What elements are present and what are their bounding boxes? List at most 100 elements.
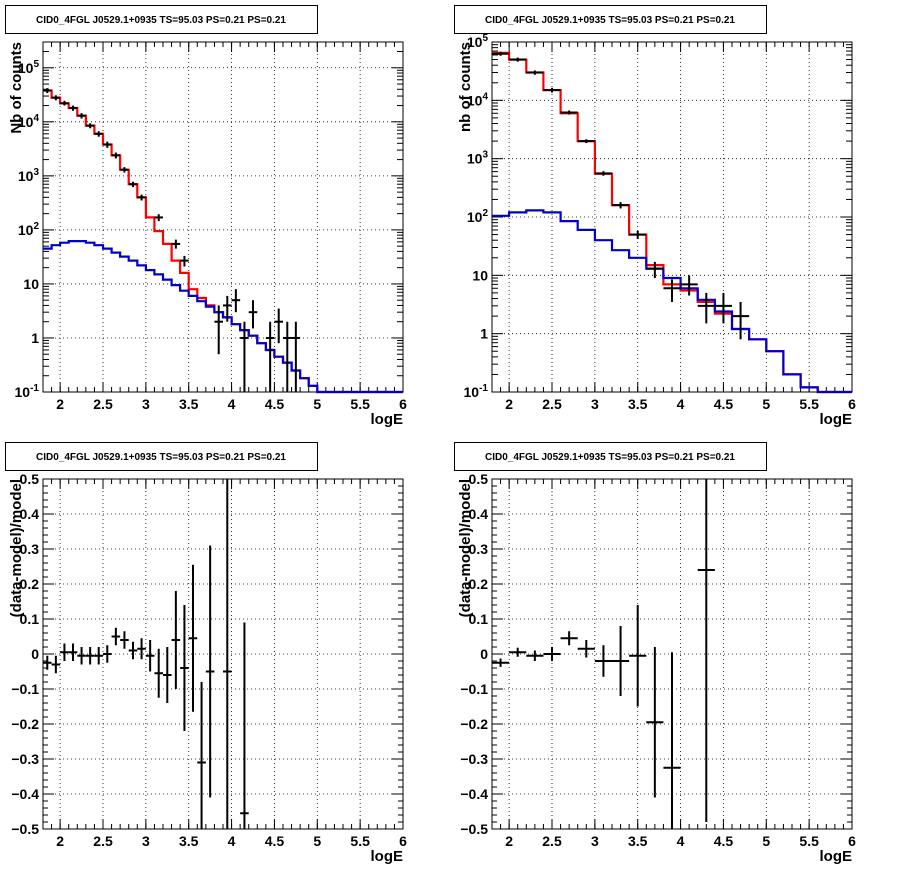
residual-panel-left: CID0_4FGL J0529.1+0935 TS=95.03 PS=0.21 … <box>0 437 449 874</box>
data-point <box>283 321 292 392</box>
data-point <box>180 255 189 267</box>
model-background-line <box>492 209 852 394</box>
data-point <box>77 647 86 665</box>
data-point <box>128 181 138 188</box>
data-point <box>51 95 61 101</box>
data-point <box>111 152 121 159</box>
x-tick-label: 6 <box>848 396 856 412</box>
y-tick-label: 103 <box>18 167 40 184</box>
y-tick-label: 0.5 <box>20 471 40 487</box>
x-tick-label: 5 <box>313 833 321 849</box>
data-point <box>509 57 527 62</box>
chart-title: CID0_4FGL J0529.1+0935 TS=95.03 PS=0.21 … <box>485 452 735 463</box>
x-axis-label: logE <box>820 848 853 865</box>
y-tick-label: −0.4 <box>11 786 39 802</box>
y-tick-label: −0.2 <box>460 716 488 732</box>
data-point <box>85 123 95 129</box>
y-tick-label: −0.5 <box>11 821 39 837</box>
model-background-line <box>43 240 403 394</box>
x-tick-label: 6 <box>848 833 856 849</box>
chart-svg: CID0_4FGL J0529.1+0935 TS=95.03 PS=0.21 … <box>5 442 407 865</box>
y-tick-label: −0.4 <box>460 786 488 802</box>
data-point <box>171 239 181 249</box>
y-tick-label: 10 <box>472 267 488 283</box>
x-tick-label: 3.5 <box>179 396 199 412</box>
y-tick-label: 10-1 <box>15 383 40 400</box>
data-point <box>646 647 664 798</box>
data-point <box>111 627 121 646</box>
data-point <box>43 88 52 94</box>
data-point <box>43 655 52 670</box>
data-point <box>154 648 163 698</box>
data-point <box>543 647 561 661</box>
data-point <box>85 647 95 665</box>
y-tick-label: 0.1 <box>20 611 40 627</box>
x-tick-label: 5 <box>762 833 770 849</box>
x-tick-label: 4.5 <box>714 396 734 412</box>
x-tick-label: 2 <box>56 396 64 412</box>
y-tick-label: 0 <box>31 646 39 662</box>
y-tick-label: 0.2 <box>469 576 489 592</box>
x-tick-label: 2 <box>505 396 513 412</box>
y-tick-label: 102 <box>467 208 489 225</box>
title-box <box>5 442 318 471</box>
data-point <box>560 110 578 115</box>
title-box <box>454 5 767 34</box>
data-point <box>137 638 146 660</box>
x-tick-label: 4 <box>228 833 236 849</box>
data-point <box>137 194 146 201</box>
data-point <box>663 652 681 829</box>
y-axis-label: Nb of counts <box>8 42 25 134</box>
residual-panel-right: CID0_4FGL J0529.1+0935 TS=95.03 PS=0.21 … <box>449 437 898 874</box>
data-point <box>612 202 630 209</box>
data-point <box>492 51 510 56</box>
x-tick-label: 3 <box>142 833 150 849</box>
y-tick-label: 102 <box>18 221 40 238</box>
x-tick-label: 4 <box>677 833 685 849</box>
y-tick-label: 0.4 <box>20 506 40 522</box>
data-point <box>629 605 647 707</box>
x-tick-label: 6 <box>399 833 407 849</box>
data-point <box>577 139 595 144</box>
x-tick-label: 3 <box>591 833 599 849</box>
data-point <box>197 682 206 829</box>
x-tick-label: 4.5 <box>265 833 285 849</box>
y-tick-label: −0.5 <box>460 821 488 837</box>
data-point <box>732 301 750 340</box>
title-box <box>5 5 318 34</box>
data-point <box>663 279 681 302</box>
data-point <box>612 626 630 696</box>
data-point <box>492 658 510 667</box>
x-tick-label: 5.5 <box>799 833 819 849</box>
y-tick-label: −0.3 <box>460 751 488 767</box>
data-point <box>68 105 78 111</box>
y-tick-label: −0.2 <box>11 716 39 732</box>
x-tick-label: 5.5 <box>799 396 819 412</box>
data-point <box>68 643 78 661</box>
chart-title: CID0_4FGL J0529.1+0935 TS=95.03 PS=0.21 … <box>36 452 286 463</box>
data-point <box>629 230 647 239</box>
data-point <box>223 295 232 322</box>
data-point <box>163 647 172 703</box>
x-tick-label: 6 <box>399 396 407 412</box>
y-tick-label: 1 <box>31 330 39 346</box>
x-tick-label: 3.5 <box>628 833 648 849</box>
chart-title: CID0_4FGL J0529.1+0935 TS=95.03 PS=0.21 … <box>485 15 735 26</box>
y-tick-label: 0.1 <box>469 611 489 627</box>
y-axis-label: (data-model)/model <box>457 479 474 617</box>
x-axis-label: logE <box>371 848 404 865</box>
plot-frame <box>42 41 404 393</box>
data-point <box>188 564 198 712</box>
x-tick-label: 3.5 <box>628 396 648 412</box>
x-tick-label: 3 <box>591 396 599 412</box>
data-point <box>265 321 275 392</box>
y-tick-label: 0.3 <box>469 541 489 557</box>
y-axis-label: nb of counts <box>457 42 474 132</box>
counts-panel-right: CID0_4FGL J0529.1+0935 TS=95.03 PS=0.21 … <box>449 0 898 437</box>
x-tick-label: 5.5 <box>350 396 370 412</box>
x-tick-label: 3 <box>142 396 150 412</box>
chart-svg: CID0_4FGL J0529.1+0935 TS=95.03 PS=0.21 … <box>5 5 407 428</box>
x-tick-label: 2.5 <box>542 833 562 849</box>
chart-title: CID0_4FGL J0529.1+0935 TS=95.03 PS=0.21 … <box>36 15 286 26</box>
data-point <box>526 650 544 661</box>
